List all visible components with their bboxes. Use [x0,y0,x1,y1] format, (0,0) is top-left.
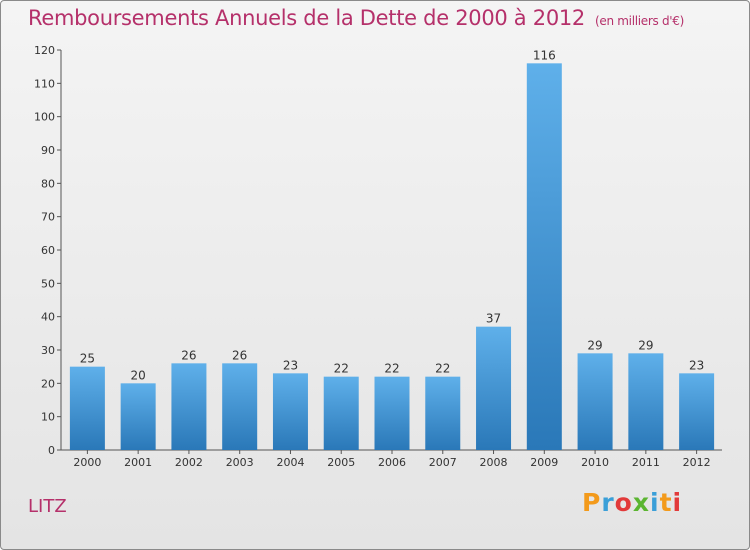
y-tick-label: 50 [41,277,55,290]
logo-letter: r [601,488,615,517]
y-tick-label: 10 [41,411,55,424]
bar [679,373,715,450]
x-tick-label: 2004 [276,456,304,469]
bar-value-label: 37 [486,312,501,326]
bar [171,363,207,450]
bar-value-label: 29 [638,338,653,352]
x-tick-label: 2007 [429,456,457,469]
y-tick-label: 90 [41,144,55,157]
x-tick-label: 2012 [683,456,711,469]
y-tick-label: 20 [41,377,55,390]
y-tick-label: 60 [41,244,55,257]
bar [69,366,105,450]
x-tick-label: 2001 [124,456,152,469]
y-tick-label: 110 [34,77,55,90]
y-tick-label: 100 [34,111,55,124]
bar [476,326,512,450]
bar-value-label: 116 [533,48,556,62]
bar [374,376,410,450]
logo-letter: x [632,488,650,517]
bar-value-label: 22 [334,362,349,376]
bar [526,63,562,450]
y-tick-label: 30 [41,344,55,357]
chart-title: Remboursements Annuels de la Dette de 20… [28,6,684,30]
title-unit: (en milliers d'€) [595,14,685,28]
bar [222,363,258,450]
bar-value-label: 26 [181,348,196,362]
logo-letter: t [659,488,673,517]
bar-value-label: 20 [131,368,146,382]
bar-value-label: 29 [587,338,602,352]
bar [120,383,156,450]
x-tick-label: 2002 [175,456,203,469]
proxiti-logo: Proxiti [582,488,682,517]
y-tick-label: 70 [41,211,55,224]
x-tick-label: 2003 [226,456,254,469]
x-tick-label: 2008 [480,456,508,469]
bar-value-label: 22 [435,362,450,376]
y-tick-label: 120 [34,44,55,57]
bar [577,353,613,450]
y-tick-label: 80 [41,177,55,190]
x-tick-label: 2005 [327,456,355,469]
bar [272,373,308,450]
x-tick-label: 2010 [581,456,609,469]
logo-letter: o [614,488,633,517]
commune-name: LITZ [28,496,67,517]
bar-value-label: 22 [384,362,399,376]
logo-letter: i [650,488,660,517]
x-tick-label: 2000 [73,456,101,469]
bar-value-label: 23 [283,358,298,372]
logo-letter: P [582,488,602,517]
bar-value-label: 25 [80,352,95,366]
x-tick-label: 2011 [632,456,660,469]
y-tick-label: 40 [41,311,55,324]
title-text: Remboursements Annuels de la Dette de 20… [28,6,585,30]
logo-letter: i [672,488,683,517]
bar [425,376,461,450]
bar-value-label: 23 [689,358,704,372]
bar-value-label: 26 [232,348,247,362]
bar [628,353,664,450]
x-tick-label: 2006 [378,456,406,469]
bar [323,376,359,450]
x-tick-label: 2009 [530,456,558,469]
y-tick-label: 0 [48,444,55,457]
